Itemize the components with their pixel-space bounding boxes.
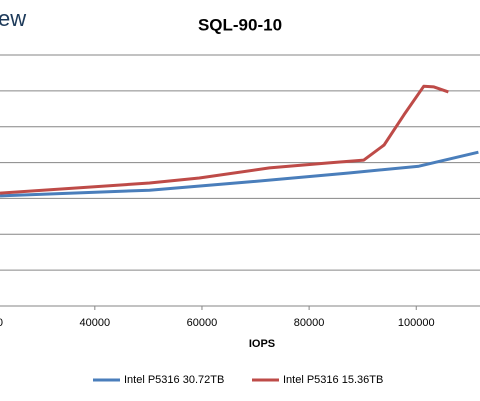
x-axis-title: IOPS: [249, 338, 275, 350]
chart-title: SQL-90-10: [198, 15, 282, 34]
x-tick-label: 40000: [80, 317, 111, 329]
logo-fragment: ew: [0, 6, 26, 31]
x-tick-label: 60000: [187, 317, 218, 329]
legend-label: Intel P5316 15.36TB: [283, 374, 383, 386]
x-tick-label: 100000: [398, 317, 435, 329]
series-line: [0, 150, 479, 198]
x-tick-label: 80000: [294, 317, 325, 329]
legend-label: Intel P5316 30.72TB: [124, 374, 224, 386]
series-line: [0, 84, 449, 195]
x-tick-label: 20000: [0, 317, 3, 329]
